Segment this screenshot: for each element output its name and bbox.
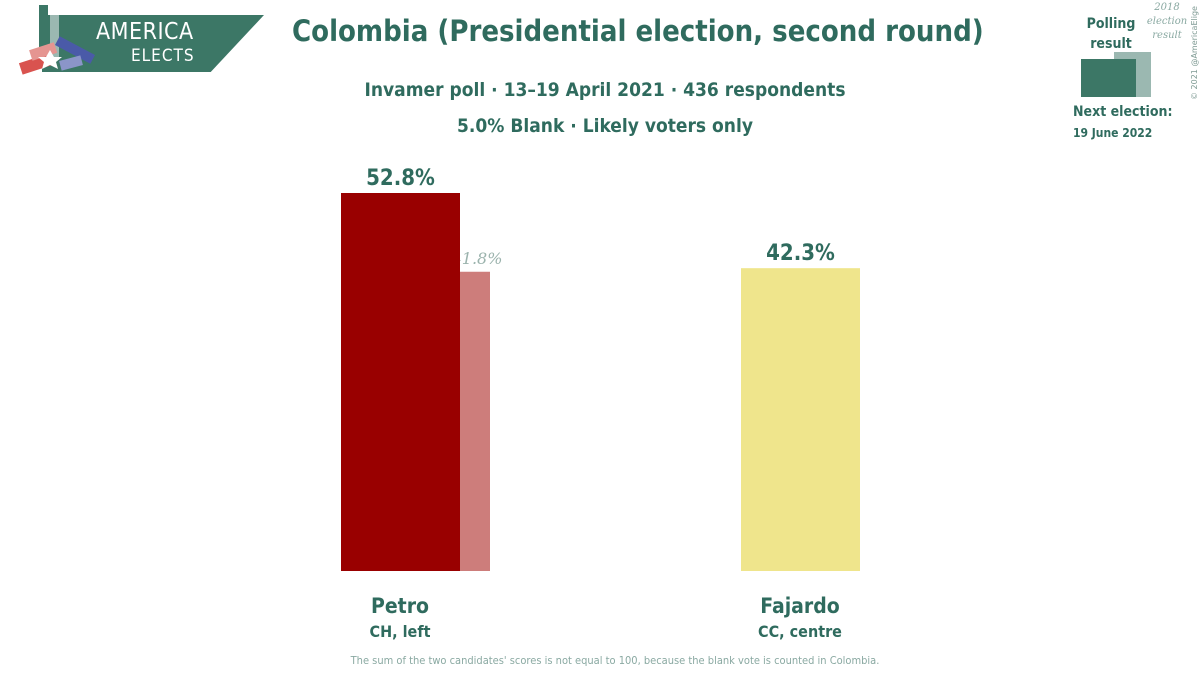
candidate-party-petro: CH, left: [369, 622, 431, 641]
legend-polling-label: Polling result: [1086, 16, 1136, 52]
legend-current-swatch: [1081, 59, 1136, 97]
logo-flag-icon: [18, 5, 96, 75]
candidate-name-fajardo: Fajardo: [760, 594, 840, 618]
bar-fajardo: [741, 268, 860, 571]
chart-subtitle-2: 5.0% Blank · Likely voters only: [457, 115, 753, 137]
america-elects-logo: AMERICA ELECTS: [0, 0, 270, 90]
next-election-label: Next election:: [1073, 104, 1173, 120]
next-election-date: 19 June 2022: [1073, 126, 1153, 140]
bar-value-label-fajardo: 42.3%: [766, 241, 835, 266]
logo-word-america: AMERICA: [96, 19, 194, 45]
chart-title: Colombia (Presidential election, second …: [292, 14, 984, 48]
bar-petro: [341, 193, 460, 571]
bar-previous-petro: [460, 271, 490, 571]
chart-subtitle: Invamer poll · 13–19 April 2021 · 436 re…: [364, 79, 846, 101]
footnote: The sum of the two candidates' scores is…: [350, 654, 880, 667]
candidate-party-fajardo: CC, centre: [758, 622, 842, 641]
bar-previous-label-petro: 41.8%: [451, 249, 503, 268]
logo-word-elects: ELECTS: [131, 46, 195, 66]
legend: Polling result 2018 election result: [1060, 0, 1200, 160]
legend-previous-label: 2018 election result: [1146, 2, 1188, 41]
candidate-name-petro: Petro: [371, 594, 429, 618]
bar-value-label-petro: 52.8%: [366, 166, 435, 191]
